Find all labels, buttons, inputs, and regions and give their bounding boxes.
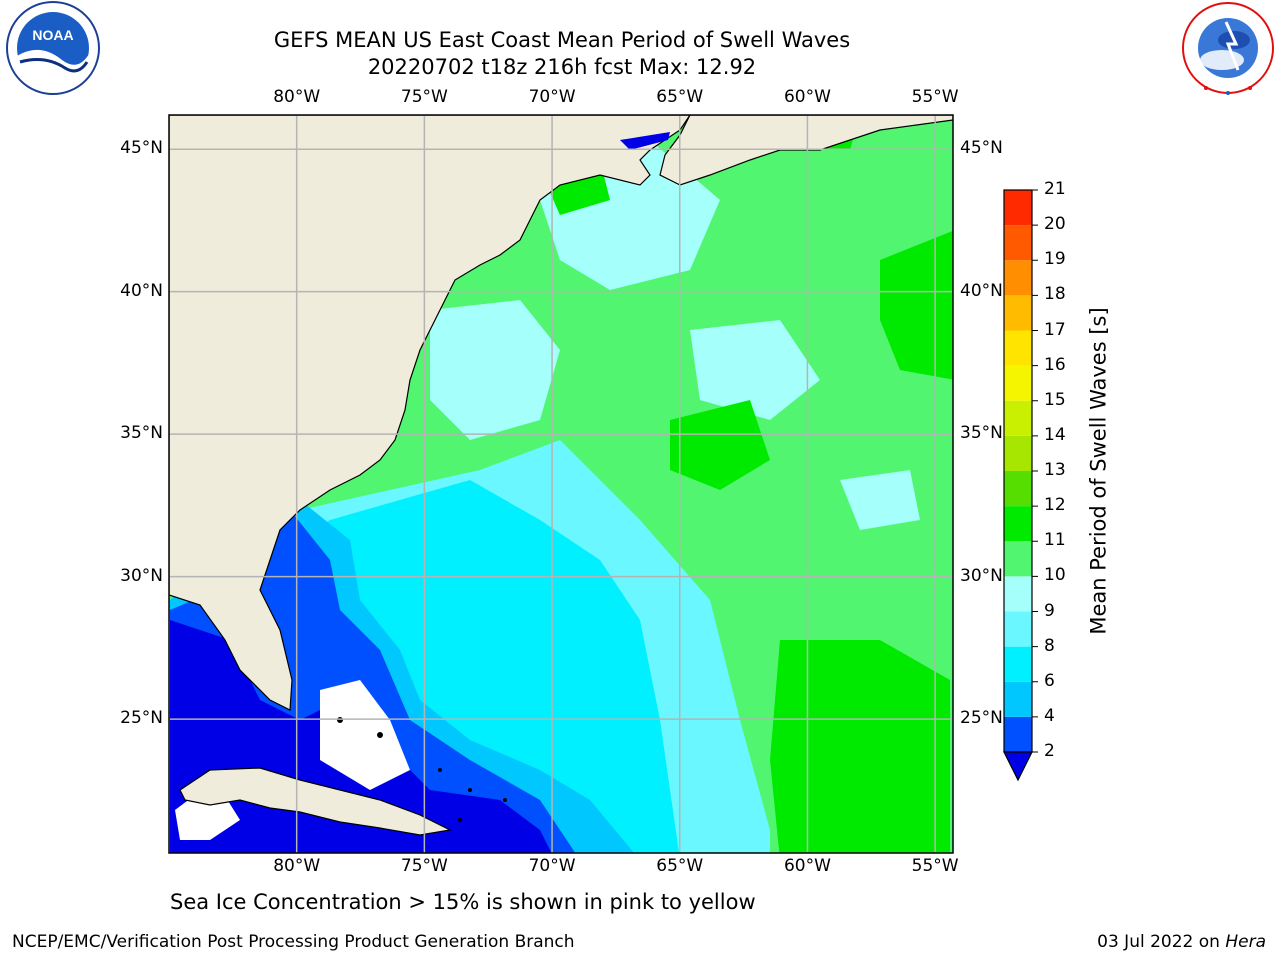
colorbar-segment [1004,295,1032,331]
map-frame [168,114,954,854]
bahamas-island [377,732,383,738]
colorbar-segment [1004,400,1032,436]
colorbar-segment [1004,190,1032,226]
lon-label-top: 60°W [783,87,831,107]
colorbar-tick-label: 14 [1044,424,1066,445]
colorbar-tick-label: 2 [1044,741,1055,761]
no-data-patch [320,680,410,790]
lat-label-right: 30°N [960,565,1003,586]
colorbar-segment [1004,541,1032,577]
colorbar-tick-label: 15 [1044,389,1066,410]
colorbar [1003,189,1038,782]
colorbar-tick-label: 13 [1044,460,1066,480]
colorbar-tick-label: 18 [1044,284,1066,305]
colorbar-segment [1004,330,1032,366]
footer-date-text: 03 Jul 2022 on [1097,932,1226,952]
bahamas-island [337,717,343,723]
lon-label-bottom: 60°W [783,856,831,876]
colorbar-segment [1004,435,1032,471]
colorbar-tick-label: 21 [1044,179,1066,199]
colorbar-tick-label: 12 [1044,495,1066,516]
chart-title: GEFS MEAN US East Coast Mean Period of S… [273,28,851,52]
colorbar-segment [1004,225,1032,261]
lon-label-bottom: 80°W [273,856,321,876]
chart-subtitle: 20220702 t18z 216h fcst Max: 12.92 [367,55,757,79]
footer-host: Hera [1225,932,1266,952]
colorbar-tick-label: 8 [1044,635,1055,656]
zone-11s-southeast [770,640,950,853]
colorbar-tick-label: 16 [1044,354,1066,375]
sea-ice-caption: Sea Ice Concentration > 15% is shown in … [170,890,756,914]
map-grid [169,115,953,853]
svg-text:NOAA: NOAA [32,27,73,43]
colorbar-segment [1004,716,1032,752]
colorbar-tick-label: 10 [1044,565,1066,586]
colorbar-tick-label: 4 [1044,705,1055,726]
colorbar-segment [1004,365,1032,401]
colorbar-segment [1004,471,1032,507]
north-america-land [169,115,691,711]
colorbar-segment [1004,506,1032,542]
lat-label-left: 25°N [120,708,163,729]
lon-label-bottom: 70°W [528,856,576,876]
colorbar-segment [1004,576,1032,612]
lon-label-top: 70°W [528,87,576,107]
lon-label-bottom: 75°W [400,856,448,876]
zone-9-10s-east [690,320,820,420]
zone-11s-center [670,400,770,490]
colorbar-extend-arrow [1003,751,1033,782]
colorbar-segment [1004,646,1032,682]
lat-label-right: 40°N [960,280,1003,301]
colorbar-tick-label: 20 [1044,214,1066,235]
nova-scotia-land [659,115,953,186]
lon-label-top: 55°W [911,87,959,107]
colorbar-segment [1004,260,1032,296]
colorbar-segment [1004,681,1032,717]
bahamas-island [468,788,472,792]
lat-label-right: 45°N [960,138,1003,159]
noaa-logo: NOAA [6,1,100,95]
lat-label-left: 45°N [120,138,163,159]
bahamas-island [503,798,507,802]
lat-label-right: 35°N [960,423,1003,444]
footer-date: 03 Jul 2022 on Hera [1097,932,1266,952]
bahamas-island [458,818,462,822]
footer-org: NCEP/EMC/Verification Post Processing Pr… [12,932,575,952]
colorbar-tick-label: 9 [1044,600,1055,621]
lat-label-right: 25°N [960,708,1003,729]
colorbar-tick-label: 6 [1044,670,1055,691]
colorbar-tick-label: 17 [1044,319,1066,340]
colorbar-segment [1004,611,1032,647]
colorbar-label: Mean Period of Swell Waves [s] [1086,307,1111,635]
lat-label-left: 35°N [120,423,163,444]
lon-label-top: 80°W [273,87,321,107]
lat-label-left: 30°N [120,565,163,586]
lat-label-left: 40°N [120,280,163,301]
cuba-land [179,767,452,836]
bahamas-island [438,768,442,772]
nws-logo [1182,2,1274,95]
lon-label-top: 75°W [400,87,448,107]
lon-label-bottom: 65°W [656,856,704,876]
zone-9-10s-mid [430,300,560,440]
lon-label-top: 65°W [656,87,704,107]
lon-label-bottom: 55°W [911,856,959,876]
plot-area [169,115,953,853]
bay-of-fundy-shallow [620,132,670,150]
colorbar-tick-label: 19 [1044,249,1066,270]
zone-9-10s-far-east [840,470,920,530]
colorbar-tick-label: 11 [1044,530,1066,551]
